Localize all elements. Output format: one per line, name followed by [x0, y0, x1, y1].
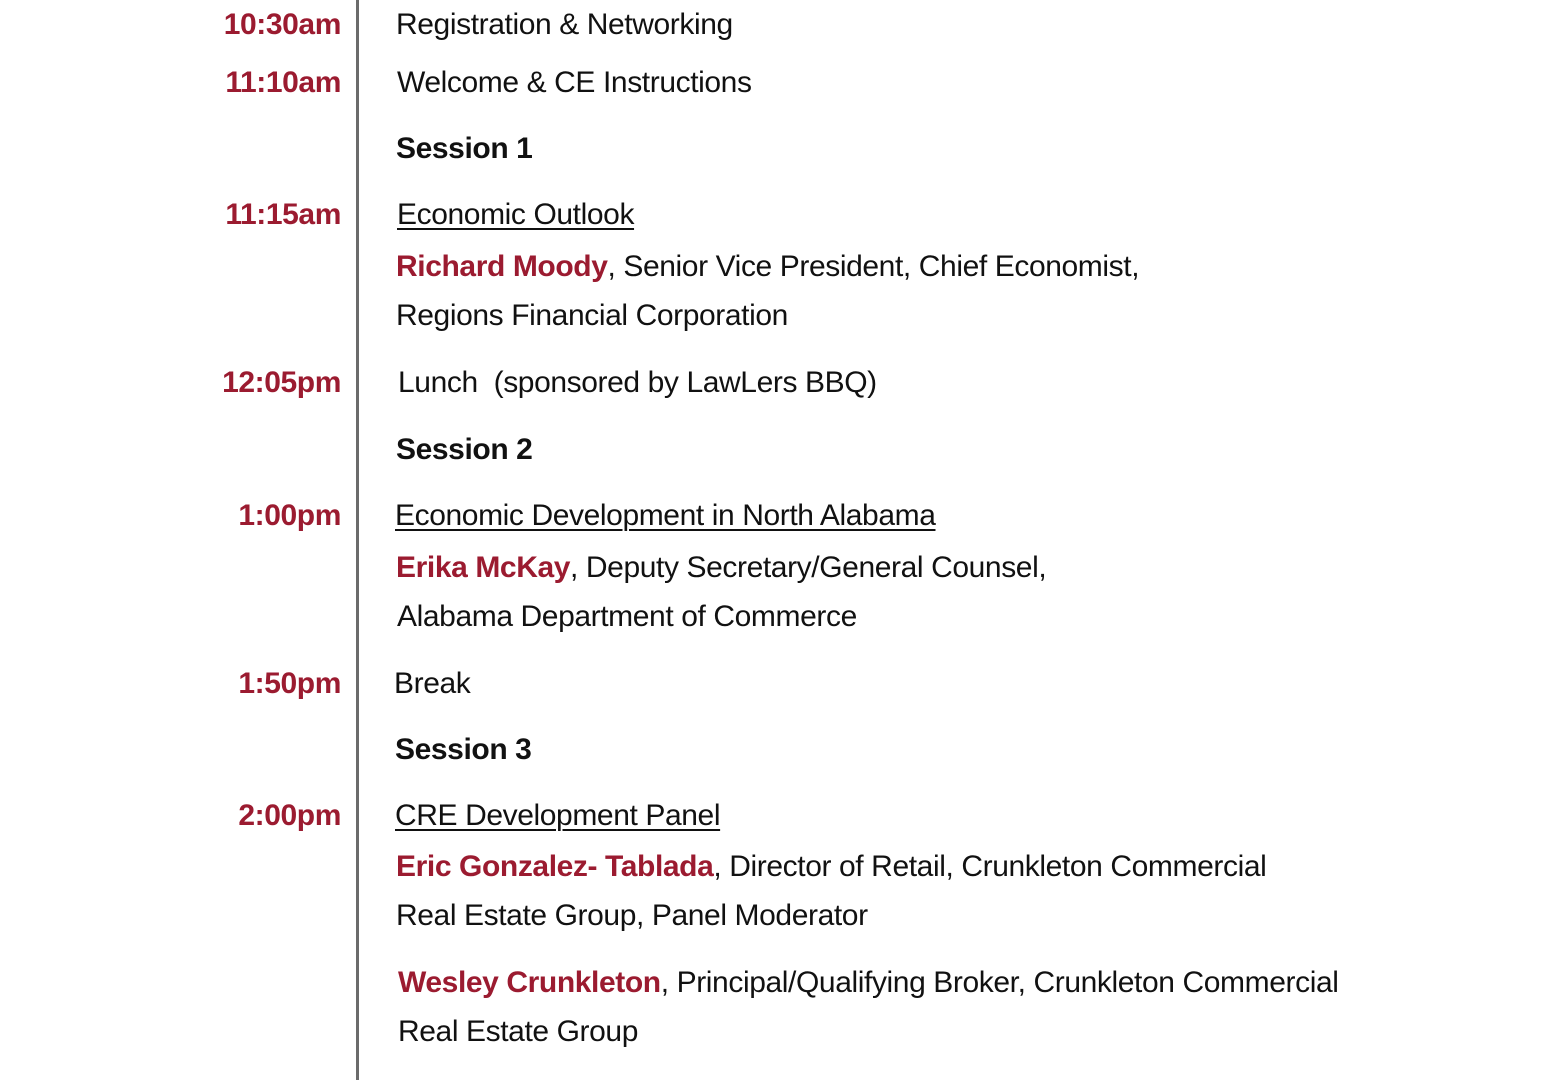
time: 1:00pm [238, 499, 341, 532]
speaker-org: Real Estate Group, Panel Moderator [396, 899, 868, 932]
speaker-org: Alabama Department of Commerce [397, 600, 857, 633]
speaker-name: Wesley Crunkleton [398, 966, 661, 999]
item-title: Welcome & CE Instructions [397, 66, 752, 99]
speaker-role: , Senior Vice President, Chief Economist… [607, 250, 1140, 283]
speaker: Eric Gonzalez- Tablada, Director of Reta… [396, 849, 1267, 885]
item-title: Break [394, 667, 471, 700]
time: 12:05pm [222, 366, 341, 399]
time: 1:50pm [238, 667, 341, 700]
item-title: CRE Development Panel [395, 799, 721, 832]
item-title: Registration & Networking [396, 8, 733, 41]
speaker-org: Real Estate Group [398, 1015, 638, 1048]
speaker-name: Richard Moody [396, 250, 608, 283]
speaker-role: , Director of Retail, Crunkleton Commerc… [713, 850, 1267, 883]
speaker-name: Erika McKay [396, 551, 571, 584]
speaker-role: , Deputy Secretary/General Counsel, [570, 551, 1047, 584]
item-title: Lunch (sponsored by LawLers BBQ) [398, 366, 877, 399]
item-title: Economic Outlook [397, 198, 635, 231]
speaker-org: Regions Financial Corporation [396, 299, 788, 332]
time: 2:00pm [238, 799, 341, 832]
time: 10:30am [223, 8, 342, 41]
speaker: Wesley Crunkleton, Principal/Qualifying … [398, 965, 1339, 1001]
speaker-name: Eric Gonzalez- Tablada [396, 850, 714, 883]
item-title: Economic Development in North Alabama [395, 499, 936, 532]
time: 11:15am [225, 198, 341, 231]
time: 11:10am [225, 66, 341, 99]
divider-line [356, 0, 359, 1080]
speaker: Erika McKay, Deputy Secretary/General Co… [396, 550, 1047, 586]
speaker-role: , Principal/Qualifying Broker, Crunkleto… [660, 966, 1339, 999]
session-heading: Session 1 [396, 132, 533, 165]
session-heading: Session 2 [396, 433, 533, 466]
speaker: Richard Moody, Senior Vice President, Ch… [396, 249, 1140, 285]
session-heading: Session 3 [395, 733, 532, 766]
